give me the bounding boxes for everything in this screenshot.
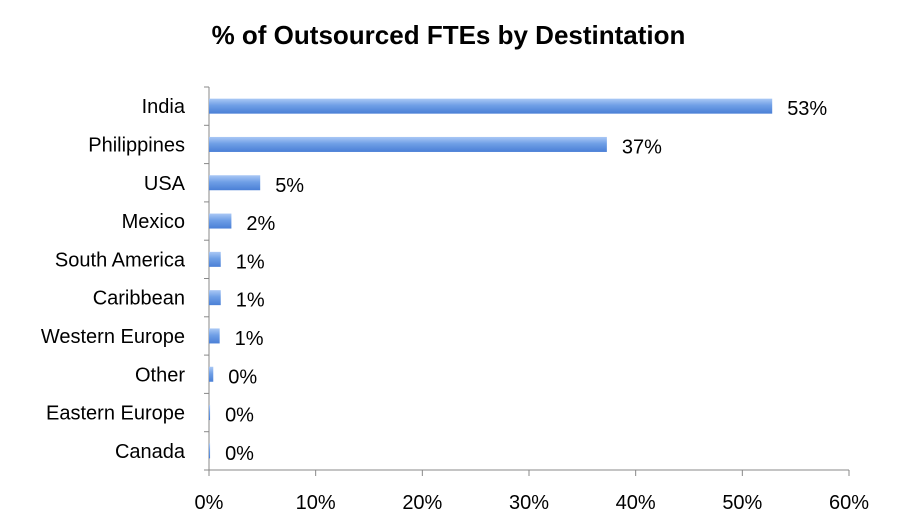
data-label: 0% [225, 405, 254, 427]
category-label: India [142, 96, 186, 118]
bar [209, 213, 232, 229]
x-tick-label: 10% [296, 492, 336, 514]
x-tick-label: 60% [829, 492, 869, 514]
category-label: Philippines [88, 134, 185, 156]
bar [209, 443, 211, 459]
bar [209, 405, 211, 421]
category-label: Canada [115, 441, 186, 463]
bar [209, 136, 607, 152]
x-tick-label: 40% [616, 492, 656, 514]
bar [209, 251, 221, 267]
data-label: 37% [622, 136, 662, 158]
category-label: South America [55, 249, 186, 271]
category-label: Eastern Europe [46, 403, 185, 425]
bar [209, 328, 220, 344]
x-tick-label: 20% [402, 492, 442, 514]
bar [209, 98, 773, 114]
bar [209, 175, 261, 191]
data-label: 53% [787, 98, 827, 120]
category-label: Mexico [122, 211, 185, 233]
category-label: Other [135, 364, 185, 386]
bar [209, 366, 214, 382]
bar [209, 290, 221, 306]
category-label: USA [144, 173, 186, 195]
category-label: Western Europe [41, 326, 185, 348]
data-label: 2% [246, 213, 275, 235]
data-label: 0% [228, 366, 257, 388]
category-label: Caribbean [93, 288, 185, 310]
data-label: 5% [275, 175, 304, 197]
x-tick-label: 30% [509, 492, 549, 514]
data-label: 0% [225, 443, 254, 465]
x-tick-label: 0% [195, 492, 224, 514]
data-label: 1% [236, 290, 265, 312]
data-label: 1% [236, 251, 265, 273]
data-label: 1% [235, 328, 264, 350]
chart-title: % of Outsourced FTEs by Destintation [211, 20, 686, 50]
x-tick-label: 50% [722, 492, 762, 514]
